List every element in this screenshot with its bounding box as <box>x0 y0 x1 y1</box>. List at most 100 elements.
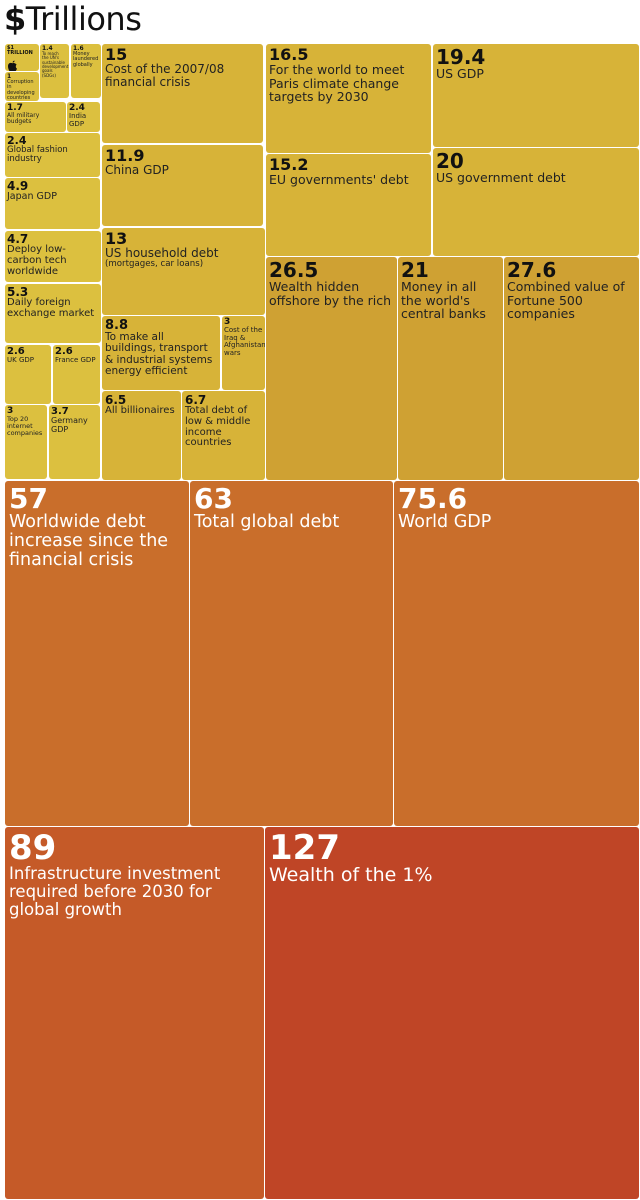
tile-label: To make all buildings, transport & indus… <box>105 331 213 377</box>
tile-value: 6.7 <box>185 393 207 407</box>
tile-value: 3 <box>224 317 231 327</box>
tile-label: Money laundered globally <box>73 51 99 68</box>
treemap-tile: 1 Corruption in developing countries <box>5 72 39 101</box>
tile-value: 6.5 <box>105 393 127 407</box>
treemap-tile: 1.6 Money laundered globally <box>71 44 101 98</box>
treemap-tile: 8.8 To make all buildings, transport & in… <box>102 316 220 390</box>
tile-value: 3.7 <box>51 406 69 417</box>
tile-label: Total global debt <box>194 512 340 532</box>
tile-label: France GDP <box>55 356 96 364</box>
tile-label: Wealth hidden offshore by the rich <box>269 279 392 308</box>
treemap-tile: 2.6 UK GDP <box>5 345 51 404</box>
tile-label: Deploy low-carbon tech worldwide <box>7 244 67 277</box>
tile-value: 2.6 <box>7 346 25 357</box>
tile-value: 19.4 <box>436 45 486 69</box>
treemap-tile: 4.9 Japan GDP <box>5 178 100 229</box>
chart-title: $Trillions <box>4 0 142 40</box>
tile-value: 21 <box>401 258 429 282</box>
tile-value: 1.7 <box>7 103 23 113</box>
tile-label: US government debt <box>436 170 566 185</box>
treemap-tile: 1.4 To reach the UN's sustainable develop… <box>40 44 69 98</box>
tile-value: 89 <box>9 828 57 868</box>
tile-label: EU governments' debt <box>269 172 409 187</box>
tile-label: All military budgets <box>7 112 40 126</box>
tile-label: Daily foreign exchange market <box>7 297 95 319</box>
tile-label: To reach the UN's sustainable developmen… <box>42 51 69 78</box>
treemap-tile: 89 Infrastructure investment required bef… <box>5 827 264 1199</box>
tile-label: Cost of the Iraq & Afghanistan wars <box>224 326 265 357</box>
tile-value: 1 <box>7 73 12 80</box>
apple-icon <box>7 58 37 71</box>
tile-label: Total debt of low & middle income countr… <box>185 405 251 449</box>
tile-value: 4.9 <box>7 179 29 193</box>
tile-label: US household debt <box>105 246 219 260</box>
tile-label: World GDP <box>398 512 492 532</box>
tile-value: 2.6 <box>55 346 73 357</box>
tile-value: 16.5 <box>269 45 309 64</box>
treemap-tile: 3 Cost of the Iraq & Afghanistan wars <box>222 316 265 390</box>
tile-label: Corruption in developing countries <box>7 79 35 101</box>
treemap-tile: 26.5 Wealth hidden offshore by the rich <box>266 257 397 480</box>
tile-value: 15 <box>105 45 128 64</box>
tile-label: Germany GDP <box>51 416 88 434</box>
treemap-tile: 19.4 US GDP <box>433 44 639 147</box>
treemap-tile: 75.6 World GDP <box>394 481 639 826</box>
tile-value: 27.6 <box>507 258 557 282</box>
tile-label: UK GDP <box>7 356 34 364</box>
tile-label: Worldwide debt increase since the financ… <box>9 512 169 570</box>
tile-label: Combined value of Fortune 500 companies <box>507 279 625 321</box>
tile-label: Japan GDP <box>7 191 57 202</box>
treemap-tile: 2.6 France GDP <box>53 345 100 404</box>
tile-label: US GDP <box>436 66 484 81</box>
tile-value: 4.7 <box>7 232 29 246</box>
tile-label: All billionaires <box>105 405 175 416</box>
tile-label: Global fashion industry <box>7 145 68 165</box>
treemap-tile: 13 US household debt (mortgages, car loans… <box>102 228 265 315</box>
title-word: Trillions <box>25 0 142 38</box>
treemap-tile: 11.9 China GDP <box>102 145 263 226</box>
treemap-tile: 15.2 EU governments' debt <box>266 154 431 256</box>
treemap-tile: 27.6 Combined value of Fortune 500 compan… <box>504 257 639 480</box>
treemap-tile: 3 Top 20 internet companies <box>5 405 47 479</box>
treemap-tile: 16.5 For the world to meet Paris climate … <box>266 44 431 153</box>
treemap-tile: 15 Cost of the 2007/08 financial crisis <box>102 44 263 143</box>
tile-value: 2.4 <box>69 103 85 113</box>
tile-value: 13 <box>105 229 128 248</box>
treemap-tile: 3.7 Germany GDP <box>49 405 100 479</box>
tile-label: For the world to meet Paris climate chan… <box>269 62 405 104</box>
treemap-tile: 2.4 India GDP <box>67 102 100 132</box>
tile-label: India GDP <box>69 112 87 128</box>
tile-value: 26.5 <box>269 258 319 282</box>
tile-value: 2.4 <box>7 134 27 147</box>
treemap-tile: 63 Total global debt <box>190 481 393 826</box>
treemap-tile: 6.5 All billionaires <box>102 391 181 480</box>
tile-value: 75.6 <box>398 482 468 515</box>
tile-label: Wealth of the 1% <box>269 864 433 886</box>
treemap-tile: 57 Worldwide debt increase since the fina… <box>5 481 189 826</box>
tile-value: 5.3 <box>7 285 29 299</box>
tile-label: Infrastructure investment required befor… <box>9 864 221 919</box>
tile-value: 8.8 <box>105 318 129 333</box>
tile-value: 15.2 <box>269 155 309 174</box>
treemap-tile: $1 TRILLION <box>5 44 39 71</box>
tile-value: 57 <box>9 482 48 515</box>
treemap-tile: 20 US government debt <box>433 148 639 256</box>
treemap-tile: 4.7 Deploy low-carbon tech worldwide <box>5 231 101 282</box>
treemap-tile: 5.3 Daily foreign exchange market <box>5 284 101 343</box>
treemap-tile: 127 Wealth of the 1% <box>265 827 639 1199</box>
tile-value: 1.6 <box>73 45 84 52</box>
tile-value: 3 <box>7 406 14 416</box>
tile-value: 63 <box>194 482 233 515</box>
tile-value: 11.9 <box>105 146 145 165</box>
title-dollar: $ <box>4 0 26 38</box>
treemap-tile: 1.7 All military budgets <box>5 102 66 132</box>
tile-label: China GDP <box>105 163 169 177</box>
tile-sublabel: (mortgages, car loans) <box>105 258 204 269</box>
tile-label: Top 20 internet companies <box>7 415 43 438</box>
treemap-tile: 6.7 Total debt of low & middle income cou… <box>182 391 265 480</box>
tile-label: Money in all the world's central banks <box>401 279 486 321</box>
tile-value: $1 TRILLION <box>7 45 33 56</box>
tile-value: 20 <box>436 149 464 173</box>
tile-value: 127 <box>269 828 340 868</box>
tile-value: 1.4 <box>42 45 53 52</box>
